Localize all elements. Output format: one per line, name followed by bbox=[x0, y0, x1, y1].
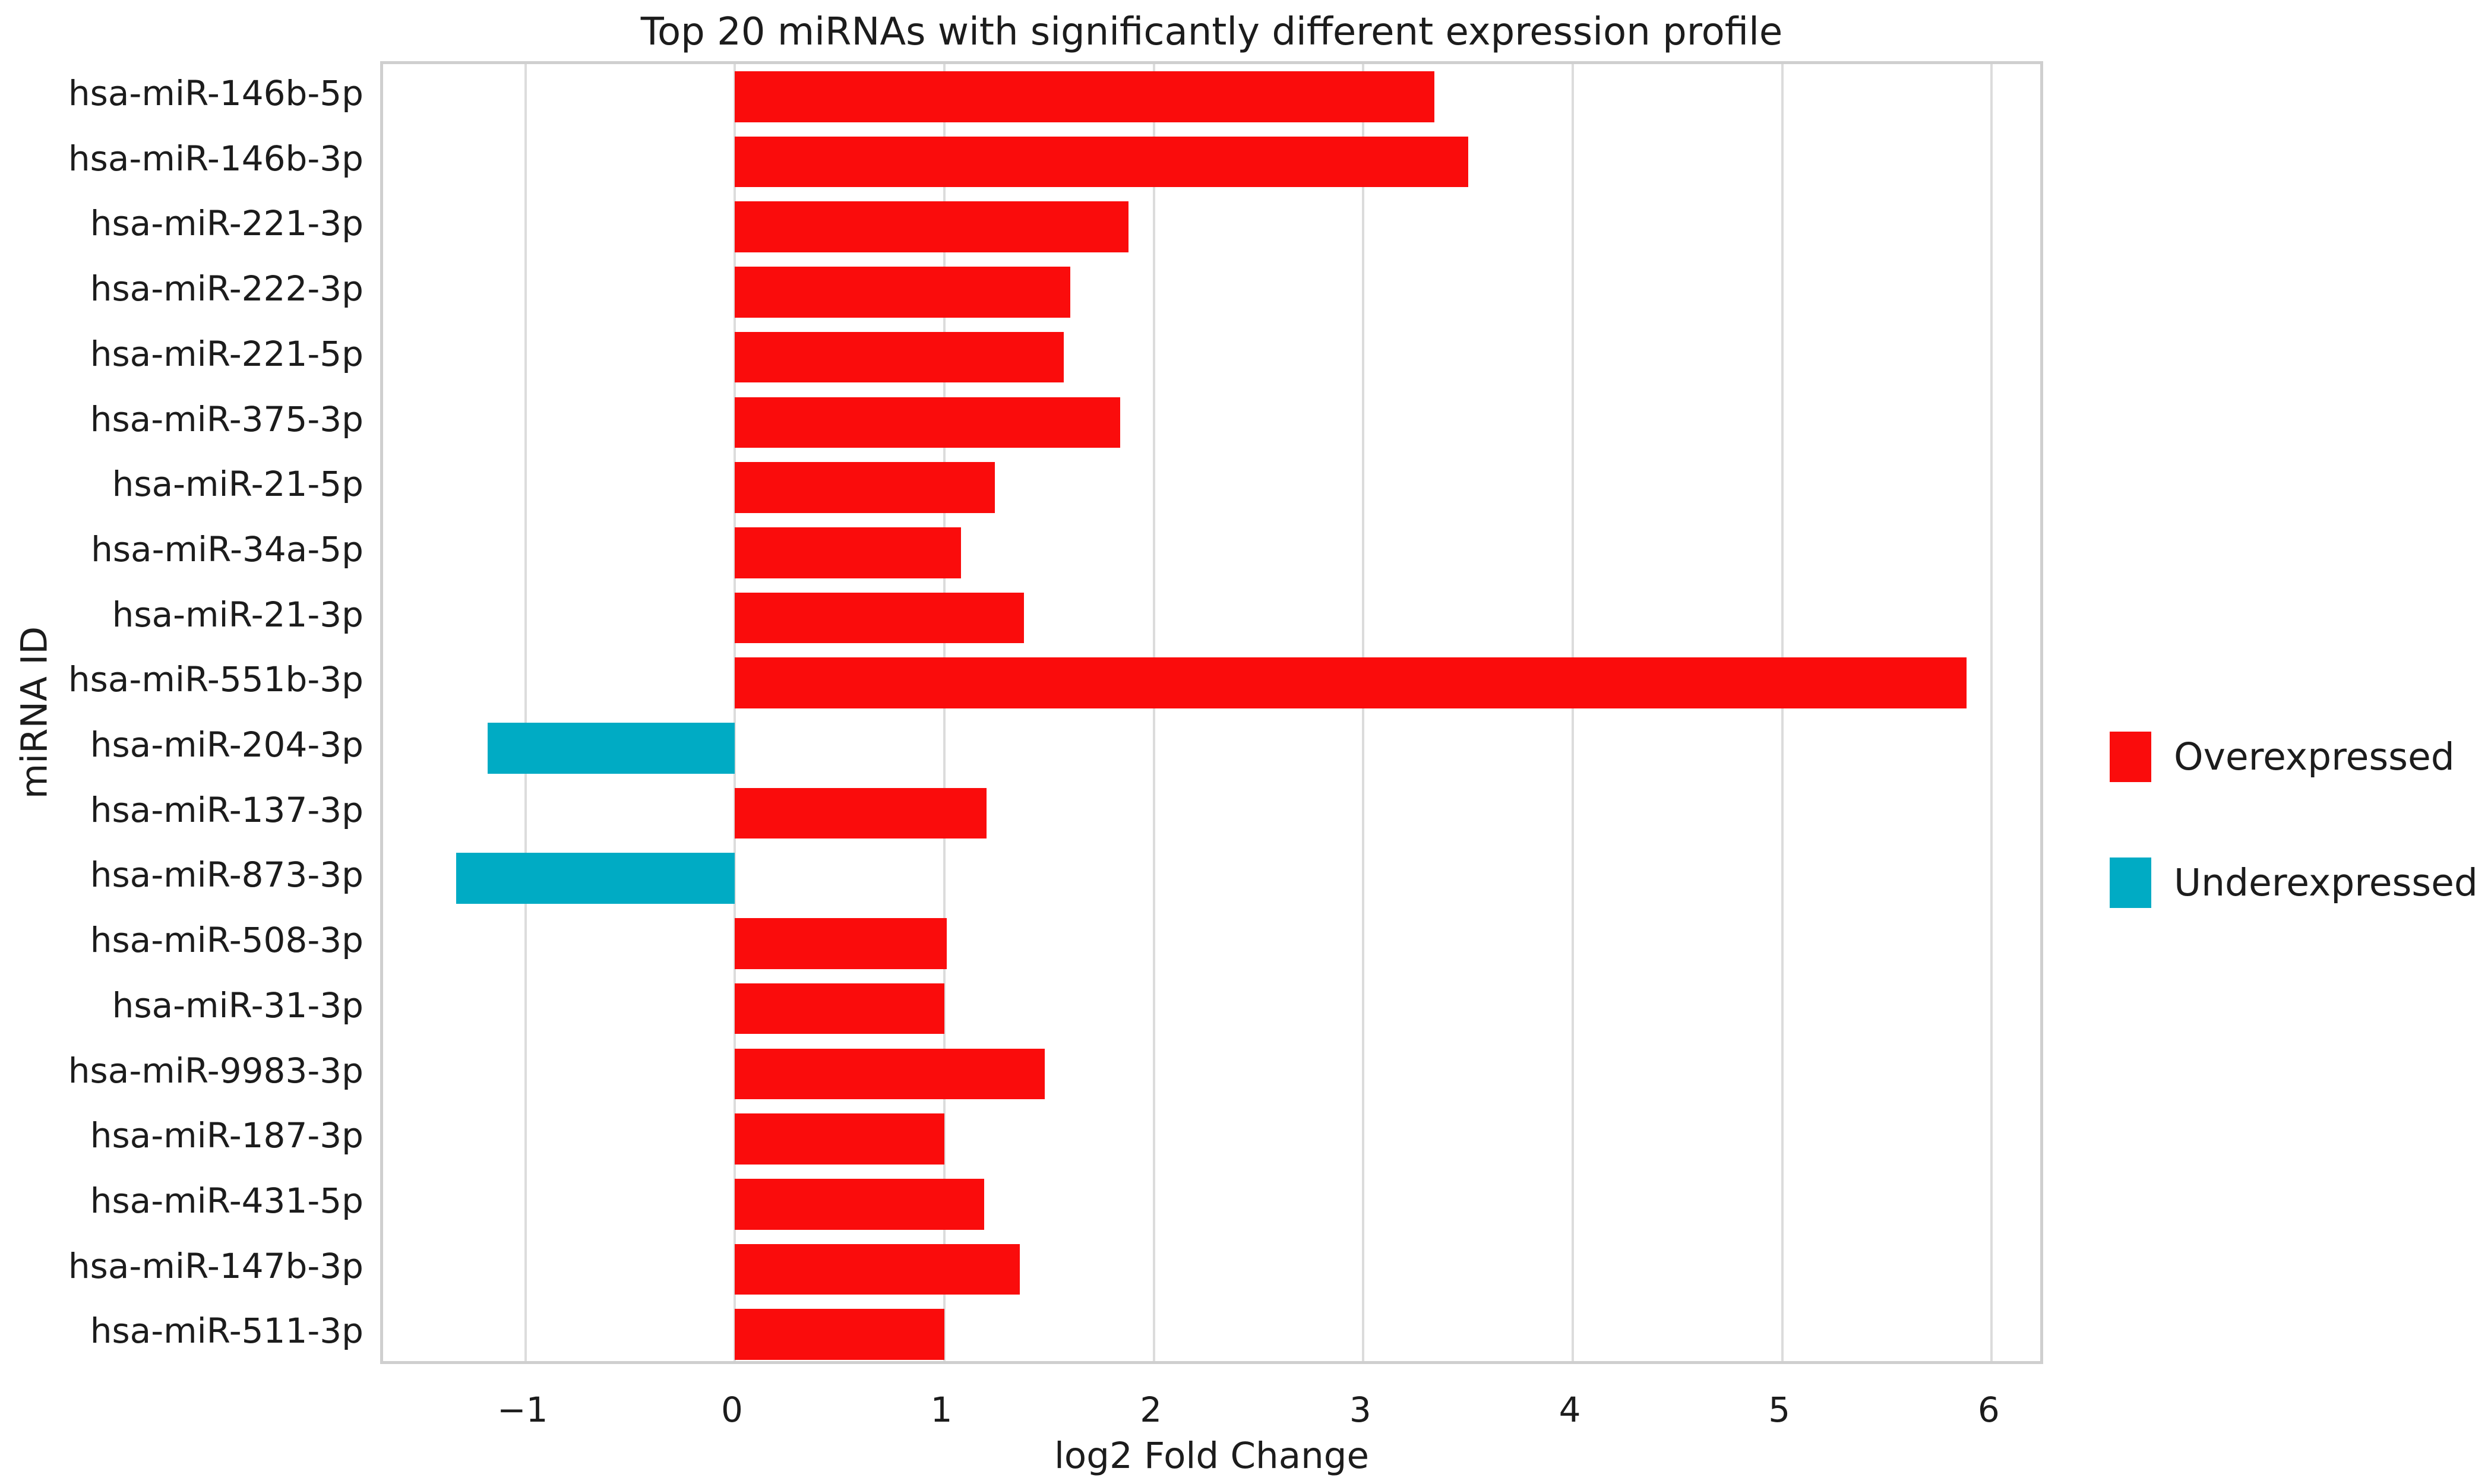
bar-hsa-miR-508-3p bbox=[735, 918, 947, 969]
ytick-label-hsa-miR-31-3p: hsa-miR-31-3p bbox=[112, 985, 363, 1026]
bar-hsa-miR-222-3p bbox=[735, 267, 1070, 318]
x-axis-label: log2 Fold Change bbox=[1054, 1435, 1370, 1477]
bar-hsa-miR-221-3p bbox=[735, 201, 1129, 253]
legend-item-underexpressed: Underexpressed bbox=[2110, 858, 2478, 908]
bar-hsa-miR-146b-3p bbox=[735, 136, 1468, 188]
bar-hsa-miR-375-3p bbox=[735, 397, 1121, 448]
xtick-label-3: 3 bbox=[1349, 1390, 1371, 1430]
legend-item-overexpressed: Overexpressed bbox=[2110, 732, 2478, 782]
ytick-label-hsa-miR-146b-3p: hsa-miR-146b-3p bbox=[68, 138, 363, 179]
bar-hsa-miR-551b-3p bbox=[735, 657, 1967, 708]
chart-title: Top 20 miRNAs with significantly differe… bbox=[640, 10, 1783, 54]
ytick-label-hsa-miR-9983-3p: hsa-miR-9983-3p bbox=[68, 1050, 363, 1091]
ytick-label-hsa-miR-873-3p: hsa-miR-873-3p bbox=[90, 855, 363, 896]
bar-hsa-miR-221-5p bbox=[735, 331, 1064, 383]
bar-hsa-miR-34a-5p bbox=[735, 527, 962, 578]
ytick-label-hsa-miR-375-3p: hsa-miR-375-3p bbox=[90, 398, 363, 439]
bar-hsa-miR-31-3p bbox=[735, 983, 945, 1034]
xtick-label-1: 1 bbox=[930, 1390, 953, 1430]
legend-label-overexpressed: Overexpressed bbox=[2174, 735, 2455, 779]
gridline-x-5 bbox=[1781, 64, 1784, 1361]
bar-hsa-miR-146b-5p bbox=[735, 71, 1435, 122]
bar-hsa-miR-873-3p bbox=[456, 853, 735, 904]
plot-area bbox=[380, 61, 2043, 1364]
ytick-label-hsa-miR-34a-5p: hsa-miR-34a-5p bbox=[91, 529, 363, 569]
ytick-label-hsa-miR-221-5p: hsa-miR-221-5p bbox=[90, 333, 363, 374]
xtick-label-5: 5 bbox=[1768, 1390, 1791, 1430]
xtick-label-2: 2 bbox=[1140, 1390, 1162, 1430]
bar-hsa-miR-431-5p bbox=[735, 1178, 985, 1230]
ytick-label-hsa-miR-222-3p: hsa-miR-222-3p bbox=[90, 268, 363, 309]
bar-hsa-miR-21-3p bbox=[735, 592, 1025, 644]
gridline-x-−1 bbox=[524, 64, 527, 1361]
xtick-label-6: 6 bbox=[1977, 1390, 2000, 1430]
ytick-label-hsa-miR-511-3p: hsa-miR-511-3p bbox=[90, 1311, 363, 1352]
gridline-x-1 bbox=[943, 64, 946, 1361]
ytick-label-hsa-miR-221-3p: hsa-miR-221-3p bbox=[90, 203, 363, 244]
bar-hsa-miR-21-5p bbox=[735, 462, 995, 513]
gridline-x-6 bbox=[1990, 64, 1993, 1361]
ytick-label-hsa-miR-21-5p: hsa-miR-21-5p bbox=[112, 464, 363, 505]
ytick-label-hsa-miR-146b-5p: hsa-miR-146b-5p bbox=[68, 73, 363, 113]
gridline-x-2 bbox=[1152, 64, 1155, 1361]
legend-label-underexpressed: Underexpressed bbox=[2174, 861, 2478, 904]
ytick-label-hsa-miR-187-3p: hsa-miR-187-3p bbox=[90, 1115, 363, 1156]
ytick-label-hsa-miR-204-3p: hsa-miR-204-3p bbox=[90, 724, 363, 765]
y-axis-label: miRNA ID bbox=[13, 626, 56, 799]
overexpressed-swatch-icon bbox=[2110, 732, 2151, 782]
gridline-x-0 bbox=[734, 64, 736, 1361]
xtick-label-−1: −1 bbox=[497, 1390, 548, 1430]
underexpressed-swatch-icon bbox=[2110, 858, 2151, 908]
ytick-label-hsa-miR-147b-3p: hsa-miR-147b-3p bbox=[68, 1245, 363, 1286]
bar-hsa-miR-511-3p bbox=[735, 1309, 945, 1360]
bar-hsa-miR-137-3p bbox=[735, 787, 987, 839]
legend: Overexpressed Underexpressed bbox=[2110, 732, 2478, 908]
ytick-label-hsa-miR-137-3p: hsa-miR-137-3p bbox=[90, 789, 363, 830]
xtick-label-0: 0 bbox=[720, 1390, 743, 1430]
ytick-label-hsa-miR-551b-3p: hsa-miR-551b-3p bbox=[68, 659, 363, 700]
bar-hsa-miR-204-3p bbox=[488, 723, 735, 774]
bar-hsa-miR-187-3p bbox=[735, 1113, 945, 1165]
ytick-label-hsa-miR-431-5p: hsa-miR-431-5p bbox=[90, 1180, 363, 1221]
bar-hsa-miR-147b-3p bbox=[735, 1243, 1020, 1295]
gridline-x-3 bbox=[1362, 64, 1365, 1361]
xtick-label-4: 4 bbox=[1559, 1390, 1581, 1430]
ytick-label-hsa-miR-508-3p: hsa-miR-508-3p bbox=[90, 920, 363, 961]
bar-hsa-miR-9983-3p bbox=[735, 1048, 1045, 1100]
gridline-x-4 bbox=[1572, 64, 1575, 1361]
ytick-label-hsa-miR-21-3p: hsa-miR-21-3p bbox=[112, 594, 363, 635]
